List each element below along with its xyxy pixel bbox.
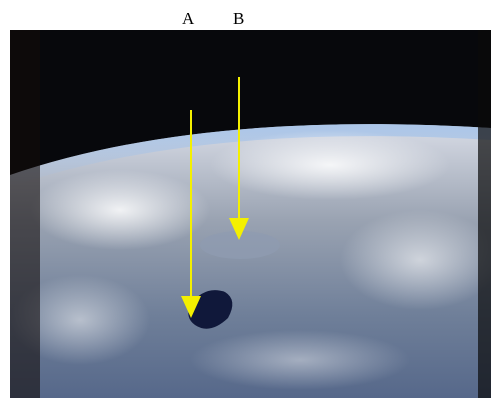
figure: A B [0,0,503,400]
photo [10,30,500,398]
label-b: B [233,9,244,28]
label-a: A [182,9,195,28]
